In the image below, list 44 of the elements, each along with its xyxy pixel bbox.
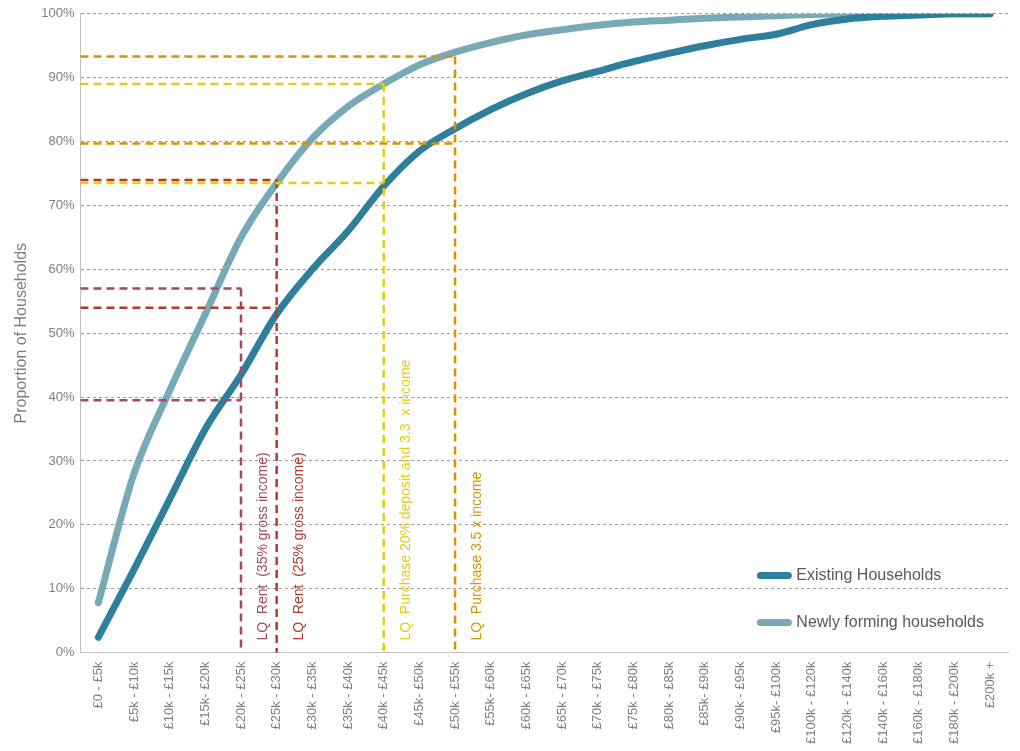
x-tick-label: £70k - £75k xyxy=(589,661,605,730)
x-tick-label: £140k - £160k xyxy=(874,661,890,745)
x-tick-label: £45k- £50k xyxy=(410,661,426,726)
x-tick-label: £15k- £20k xyxy=(196,661,212,726)
x-tick-label: £85k- £90k xyxy=(696,661,712,726)
y-tick-label: 50% xyxy=(48,324,75,340)
y-axis-title: Proportion of Households xyxy=(12,242,30,424)
y-tick-label: 60% xyxy=(48,260,75,276)
x-tick-label: £35k - £40k xyxy=(339,661,355,730)
x-tick-label: £60k - £65k xyxy=(517,661,533,730)
y-tick-label: 30% xyxy=(48,452,75,468)
y-tick-label: 0% xyxy=(55,644,75,660)
x-tick-label: £40k - £45k xyxy=(375,661,391,730)
x-tick-label: £10k - £15k xyxy=(161,661,177,730)
x-tick-label: £20k - £25k xyxy=(232,661,248,730)
legend-label: Newly forming households xyxy=(796,613,985,631)
ref-line-label: LQ Purchase 3.5 x income xyxy=(467,471,484,641)
y-tick-label: 80% xyxy=(48,133,75,149)
x-tick-label: £100k - £120k xyxy=(803,661,819,745)
x-tick-label: £50k - £55k xyxy=(446,661,462,730)
x-tick-label: £65k - £70k xyxy=(553,661,569,730)
y-tick-label: 20% xyxy=(48,516,75,532)
x-tick-label: £200k + xyxy=(981,661,997,709)
y-tick-label: 70% xyxy=(48,197,75,213)
legend-label: Existing Households xyxy=(796,566,942,584)
y-tick-label: 90% xyxy=(48,69,75,85)
x-tick-label: £75k - £80k xyxy=(624,661,640,730)
x-tick-label: £5k - £10k xyxy=(125,661,141,723)
x-tick-label: £160k - £180k xyxy=(910,661,926,745)
x-tick-label: £25k - £30k xyxy=(268,661,284,730)
x-tick-label: £30k - £35k xyxy=(303,661,319,730)
y-tick-label: 10% xyxy=(48,580,75,596)
x-tick-label: £120k - £140k xyxy=(839,661,855,745)
x-tick-label: £95k- £100k xyxy=(767,661,783,734)
x-tick-label: £90k - £95k xyxy=(732,661,748,730)
x-tick-label: £180k - £200k xyxy=(946,661,962,745)
y-tick-label: 40% xyxy=(48,388,75,404)
x-tick-label: £80k - £85k xyxy=(660,661,676,730)
ref-line-label: LQ Rent (35% gross income) xyxy=(253,452,270,641)
x-tick-label: £0 - £5k xyxy=(89,661,105,709)
ref-line-label: LQ Rent (25% gross income) xyxy=(289,452,306,641)
x-tick-label: £55k- £60k xyxy=(482,661,498,726)
ref-line-label: LQ Purchase 20% deposit and 3.3 x income xyxy=(396,359,413,641)
y-tick-label: 100% xyxy=(41,5,75,21)
